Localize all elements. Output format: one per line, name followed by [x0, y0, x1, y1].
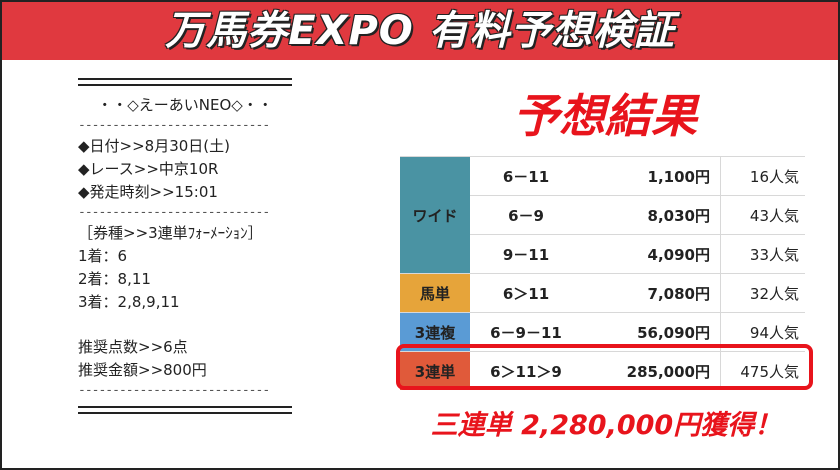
race-date: ◆日付>>8月30日(土)	[78, 137, 231, 155]
bet-type-sanrentan: 3連単	[400, 351, 470, 390]
popularity: 43人気	[720, 195, 805, 235]
combo: 6－11	[470, 156, 582, 196]
header-title: 万馬券EXPO 有料予想検証	[165, 8, 675, 54]
payout: 7,080円	[582, 273, 721, 313]
second-place-pick: 2着：8,11	[78, 270, 151, 288]
table-row: 3連単 6＞11＞9 285,000円 475人気	[400, 351, 805, 390]
recommended-amount: 推奨金額>>800円	[78, 361, 207, 379]
prediction-panel: ・・◇えーあいNEO◇・・ --------------------------…	[78, 78, 292, 414]
bet-type: ［券種>>3連単ﾌｫｰﾒｰｼｮﾝ］	[78, 224, 263, 242]
table-row: 馬単 6＞11 7,080円 32人気	[400, 273, 805, 313]
first-place-pick: 1着：6	[78, 247, 128, 265]
bet-type-umatan: 馬単	[400, 273, 470, 313]
combo: 6＞11＞9	[470, 351, 582, 390]
payout: 4,090円	[582, 234, 721, 274]
winnings-caption: 三連単 2,280,000円獲得！	[430, 410, 782, 441]
popularity: 33人気	[720, 234, 805, 274]
results-title: 予想結果	[513, 89, 697, 143]
combo: 6＞11	[470, 273, 582, 313]
payout: 8,030円	[582, 195, 721, 235]
table-row: 9－11 4,090円 33人気	[400, 234, 805, 274]
table-row: 6－9 8,030円 43人気	[400, 195, 805, 235]
payout: 285,000円	[582, 351, 721, 390]
popularity: 475人気	[720, 351, 805, 390]
third-place-pick: 3着：2,8,9,11	[78, 293, 180, 311]
combo: 9－11	[470, 234, 582, 274]
recommended-points: 推奨点数>>6点	[78, 338, 188, 356]
popularity: 16人気	[720, 156, 805, 196]
prediction-name: ・・◇えーあいNEO◇・・	[97, 96, 273, 114]
dash-divider: ----------------------------	[78, 383, 270, 398]
race-name: ◆レース>>中京10R	[78, 160, 219, 178]
bet-type-wide: ワイド	[400, 156, 470, 274]
header-banner: 万馬券EXPO 有料予想検証	[2, 2, 838, 60]
popularity: 32人気	[720, 273, 805, 313]
combo: 6－9	[470, 195, 582, 235]
payout: 1,100円	[582, 156, 721, 196]
double-rule-bottom	[78, 406, 292, 414]
dash-divider: ----------------------------	[78, 205, 270, 220]
dash-divider: ----------------------------	[78, 118, 270, 133]
winning-row-highlight	[396, 344, 813, 390]
race-start-time: ◆発走時刻>>15:01	[78, 183, 218, 201]
table-row: ワイド 6－11 1,100円 16人気	[400, 156, 805, 274]
double-rule-top	[78, 78, 292, 86]
